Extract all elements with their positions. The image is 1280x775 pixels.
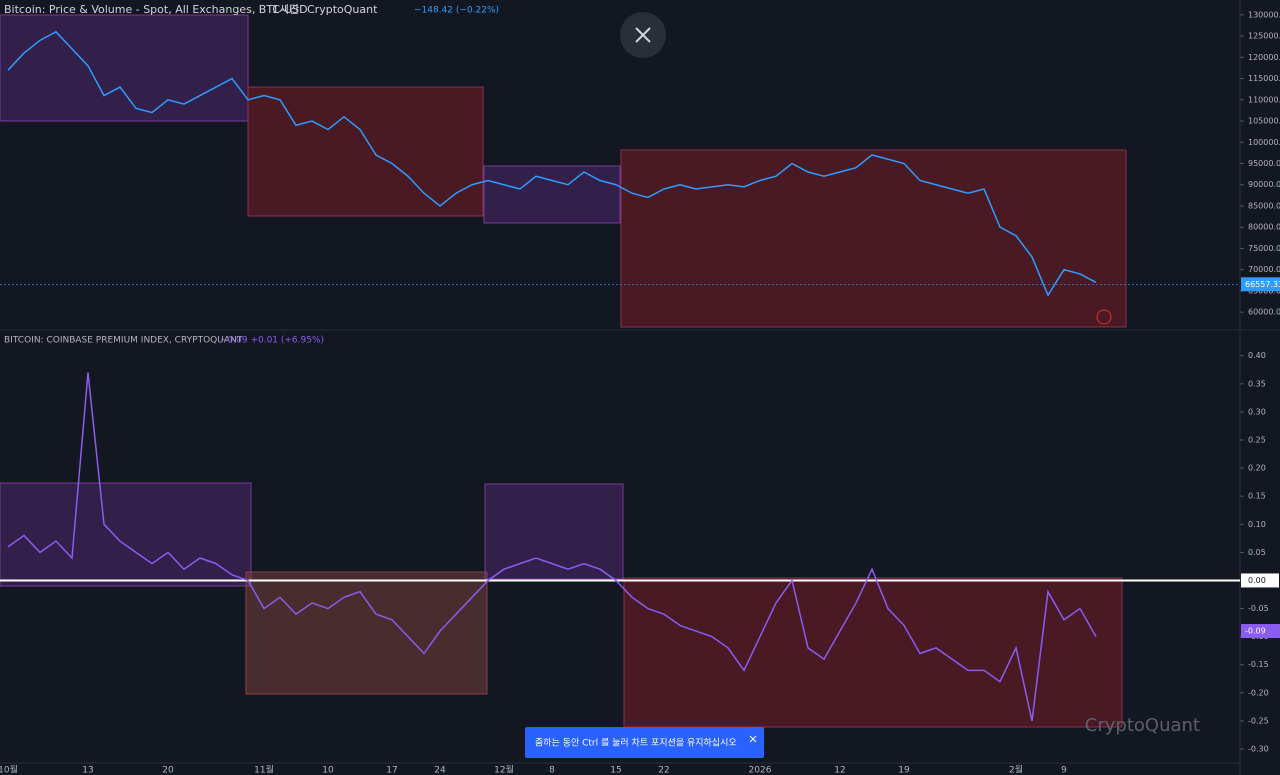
y-tick-label: -0.20 [1248,688,1269,697]
x-tick-label: 20 [162,766,174,775]
y-tick-label: 85000.00 [1248,201,1280,210]
y-tick-label: 110000.00 [1248,95,1280,104]
toast: 줌하는 동안 Ctrl 를 눌러 차트 포지션을 유지하십시오 [525,727,764,758]
y-tick-label: 120000.00 [1248,53,1280,62]
y-tick-label: 0.20 [1248,464,1266,473]
y-tick-label: -0.25 [1248,716,1269,725]
close-icon[interactable] [635,27,651,43]
zone [0,14,249,122]
y-tick-label: 0.00 [1248,576,1266,585]
zone [623,577,1123,728]
watermark: CryptoQuant [1085,715,1200,736]
x-tick-label: 2월 [1009,764,1023,775]
x-tick-label: 11월 [254,764,274,775]
zero-label-bg [1241,573,1279,588]
y-tick-label: 0.05 [1248,548,1266,557]
y-tick-label: 60000.00 [1248,308,1280,317]
price-change: −148.42 (−0.22%) [414,6,499,16]
y-tick-label: -0.30 [1248,745,1269,754]
y-tick-label: 115000.00 [1248,74,1280,83]
toast-close[interactable] [749,735,757,743]
zone [0,482,252,587]
x-tick-label: 22 [658,766,669,775]
y-tick-label: -0.05 [1248,604,1269,613]
series-line [7,30,1097,297]
x-tick-label: 19 [898,766,910,775]
y-tick-label: 70000.00 [1248,265,1280,274]
x-tick-label: 17 [386,766,397,775]
last-value-label: -0.09 [1245,627,1266,636]
y-tick-label: 0.40 [1248,351,1266,360]
x-tick-label: 2026 [749,766,772,775]
x-tick-label: 12 [834,766,845,775]
x-tick-label: 24 [434,766,446,775]
zones [0,14,1127,728]
series-line [7,372,1097,722]
zone [484,483,624,580]
zone [245,571,488,695]
source: CryptoQuant [307,3,378,16]
x-tick-label: 8 [549,766,555,775]
y-tick-label: 95000.00 [1248,159,1280,168]
close-button[interactable] [620,12,666,58]
x-tick-label: 13 [82,766,93,775]
y-tick-label: 0.10 [1248,520,1266,529]
premium-change: −0.09 +0.01 (+6.95%) [220,336,324,346]
toast-box [525,727,764,758]
last-value-label: 66557.33 [1245,280,1280,289]
zone [247,86,484,217]
zone [483,165,621,224]
y-tick-label: 100000.00 [1248,138,1280,147]
y-tick-label: 0.15 [1248,492,1266,501]
y-tick-label: 130000.00 [1248,10,1280,19]
x-tick-label: 10월 [0,764,18,775]
y-tick-label: 0.25 [1248,436,1266,445]
zone [620,149,1127,328]
toast-text: 줌하는 동안 Ctrl 를 눌러 차트 포지션을 유지하십시오 [535,737,737,749]
x-tick-label: 15 [610,766,621,775]
x-tick-label: 9 [1061,766,1067,775]
interval: 1시간 [272,3,299,16]
y-tick-label: 105000.00 [1248,117,1280,126]
x-tick-label: 12월 [494,764,514,775]
y-tick-label: 0.30 [1248,407,1266,416]
y-tick-label: 125000.00 [1248,32,1280,41]
y-tick-label: 0.35 [1248,379,1266,388]
last-value-box [1241,277,1280,292]
y-tick-label: 90000.00 [1248,180,1280,189]
premium-title: BITCOIN: COINBASE PREMIUM INDEX, CRYPTOQ… [4,336,243,346]
y-tick-label: 80000.00 [1248,223,1280,232]
alert-icon[interactable] [1096,309,1112,325]
price-title: Bitcoin: Price & Volume - Spot, All Exch… [4,3,308,16]
x-tick-label: 10 [322,766,334,775]
y-tick-label: -0.15 [1248,660,1269,669]
y-tick-label: 75000.00 [1248,244,1280,253]
last-value-box [1241,624,1280,639]
